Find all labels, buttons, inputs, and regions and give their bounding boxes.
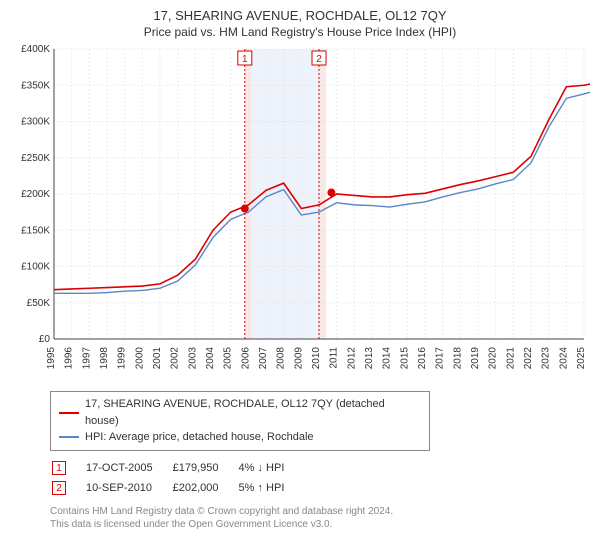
svg-text:2003: 2003 — [187, 347, 198, 370]
svg-text:2018: 2018 — [452, 347, 463, 370]
legend-label: HPI: Average price, detached house, Roch… — [85, 429, 314, 446]
legend-swatch — [59, 436, 79, 438]
legend-row-hpi: HPI: Average price, detached house, Roch… — [59, 429, 421, 446]
svg-text:2017: 2017 — [435, 347, 446, 370]
svg-text:2009: 2009 — [293, 347, 304, 370]
legend-row-property: 17, SHEARING AVENUE, ROCHDALE, OL12 7QY … — [59, 396, 421, 429]
svg-text:£350K: £350K — [21, 80, 50, 91]
svg-text:2020: 2020 — [488, 347, 499, 370]
marker-badge: 1 — [52, 461, 66, 475]
svg-text:2012: 2012 — [346, 347, 357, 370]
marker-badge: 2 — [52, 481, 66, 495]
svg-text:£100K: £100K — [21, 262, 50, 273]
svg-text:2025: 2025 — [576, 347, 587, 370]
svg-text:1: 1 — [242, 54, 248, 65]
marker-delta: 4% ↓ HPI — [239, 459, 303, 477]
svg-text:2000: 2000 — [134, 347, 145, 370]
marker-delta: 5% ↑ HPI — [239, 479, 303, 497]
svg-text:1999: 1999 — [117, 347, 128, 370]
svg-text:1995: 1995 — [46, 347, 57, 370]
svg-text:£400K: £400K — [21, 45, 50, 55]
legend-swatch — [59, 412, 79, 414]
svg-text:2024: 2024 — [558, 347, 569, 370]
table-row: 2 10-SEP-2010 £202,000 5% ↑ HPI — [52, 479, 302, 497]
svg-text:2022: 2022 — [523, 347, 534, 370]
markers-table: 1 17-OCT-2005 £179,950 4% ↓ HPI 2 10-SEP… — [50, 457, 304, 499]
footnote-line: This data is licensed under the Open Gov… — [50, 518, 590, 531]
marker-price: £179,950 — [173, 459, 237, 477]
page-subtitle: Price paid vs. HM Land Registry's House … — [10, 25, 590, 39]
svg-text:2011: 2011 — [329, 347, 340, 369]
svg-text:1996: 1996 — [64, 347, 75, 370]
svg-text:£300K: £300K — [21, 117, 50, 128]
svg-text:2019: 2019 — [470, 347, 481, 370]
svg-text:£50K: £50K — [27, 298, 51, 309]
svg-text:2006: 2006 — [240, 347, 251, 370]
svg-text:2014: 2014 — [382, 347, 393, 370]
svg-text:2005: 2005 — [223, 347, 234, 370]
svg-text:1998: 1998 — [99, 347, 110, 370]
svg-text:2021: 2021 — [505, 347, 516, 370]
svg-text:2001: 2001 — [152, 347, 163, 370]
legend-label: 17, SHEARING AVENUE, ROCHDALE, OL12 7QY … — [85, 396, 421, 429]
footnote: Contains HM Land Registry data © Crown c… — [50, 505, 590, 531]
footnote-line: Contains HM Land Registry data © Crown c… — [50, 505, 590, 518]
svg-text:£200K: £200K — [21, 189, 50, 200]
chart-svg: £0 £50K £100K £150K £200K £250K £300K £350K £400… — [10, 45, 590, 385]
svg-text:2016: 2016 — [417, 347, 428, 370]
svg-text:2: 2 — [316, 54, 322, 65]
svg-text:2013: 2013 — [364, 347, 375, 370]
svg-text:1997: 1997 — [81, 347, 92, 370]
svg-text:2008: 2008 — [276, 347, 287, 370]
table-row: 1 17-OCT-2005 £179,950 4% ↓ HPI — [52, 459, 302, 477]
svg-text:£250K: £250K — [21, 153, 50, 164]
legend: 17, SHEARING AVENUE, ROCHDALE, OL12 7QY … — [50, 391, 430, 451]
svg-text:2023: 2023 — [541, 347, 552, 370]
marker-date: 17-OCT-2005 — [86, 459, 171, 477]
price-chart: £0 £50K £100K £150K £200K £250K £300K £350K £400… — [10, 45, 590, 385]
svg-text:2015: 2015 — [399, 347, 410, 370]
svg-text:2007: 2007 — [258, 347, 269, 370]
marker-price: £202,000 — [173, 479, 237, 497]
svg-text:£0: £0 — [39, 334, 51, 345]
svg-text:2002: 2002 — [170, 347, 181, 370]
svg-text:£150K: £150K — [21, 225, 50, 236]
marker-date: 10-SEP-2010 — [86, 479, 171, 497]
svg-text:2010: 2010 — [311, 347, 322, 370]
svg-text:2004: 2004 — [205, 347, 216, 370]
page-title: 17, SHEARING AVENUE, ROCHDALE, OL12 7QY — [10, 8, 590, 23]
